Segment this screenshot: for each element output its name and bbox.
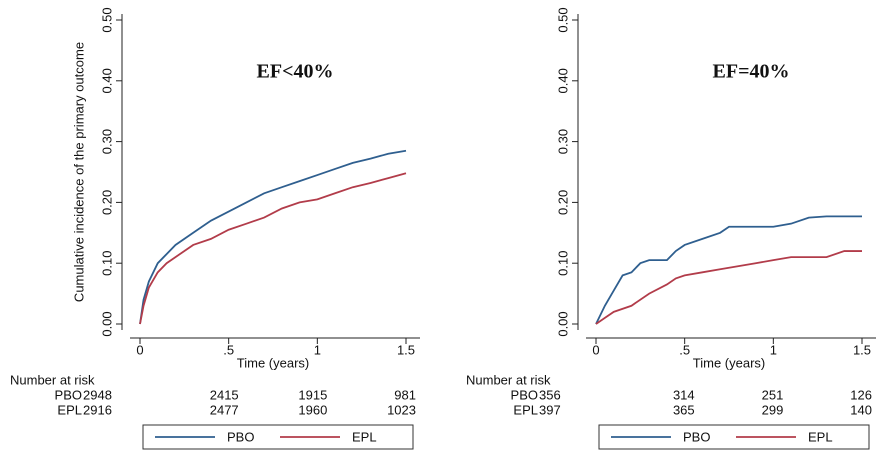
y-tick-label: 0.00 xyxy=(555,311,570,336)
x-tick-label: 1 xyxy=(314,342,321,357)
legend-box xyxy=(598,424,870,450)
legend-label: PBO xyxy=(683,429,710,444)
x-tick-label: 0 xyxy=(136,342,143,357)
x-tick-label: 1 xyxy=(770,342,777,357)
legend-label: PBO xyxy=(227,429,254,444)
y-tick-label: 0.40 xyxy=(555,68,570,93)
at-risk-value: 2916 xyxy=(83,402,112,417)
y-tick-label: 0.50 xyxy=(555,7,570,32)
at-risk-value: 356 xyxy=(539,387,561,402)
at-risk-value: 126 xyxy=(850,387,872,402)
chart-title: EF<40% xyxy=(257,61,334,83)
at-risk-value: 314 xyxy=(673,387,695,402)
x-tick-label: 1.5 xyxy=(397,342,415,357)
x-tick-label: 0 xyxy=(592,342,599,357)
line xyxy=(139,149,407,325)
y-axis-label: Cumulative incidence of the primary outc… xyxy=(71,42,86,302)
at-risk-label: PBO xyxy=(55,387,82,402)
legend-label: EPL xyxy=(808,429,833,444)
at-risk-value: 251 xyxy=(762,387,784,402)
at-risk-value: 2415 xyxy=(210,387,239,402)
at-risk-value: 1960 xyxy=(298,402,327,417)
x-tick-label: 1.5 xyxy=(853,342,871,357)
x-axis-label: Time (years) xyxy=(237,355,309,370)
at-risk-value: 1915 xyxy=(298,387,327,402)
x-axis-label: Time (years) xyxy=(693,355,765,370)
at-risk-value: 365 xyxy=(673,402,695,417)
y-tick-label: 0.50 xyxy=(99,7,114,32)
at-risk-value: 2477 xyxy=(210,402,239,417)
legend-box xyxy=(142,424,414,450)
chart-title: EF=40% xyxy=(713,61,790,83)
y-tick-label: 0.10 xyxy=(555,251,570,276)
at-risk-value: 981 xyxy=(394,387,416,402)
at-risk-title: Number at risk xyxy=(10,372,95,387)
line xyxy=(595,250,862,325)
at-risk-label: EPL xyxy=(513,402,538,417)
x-tick-label: .5 xyxy=(679,342,690,357)
at-risk-value: 397 xyxy=(539,402,561,417)
y-tick-label: 0.20 xyxy=(99,190,114,215)
x-tick-label: .5 xyxy=(223,342,234,357)
y-tick-label: 0.00 xyxy=(99,311,114,336)
line xyxy=(139,172,407,325)
y-tick-label: 0.40 xyxy=(99,68,114,93)
at-risk-value: 2948 xyxy=(83,387,112,402)
y-tick-label: 0.30 xyxy=(555,129,570,154)
line xyxy=(595,215,862,325)
at-risk-label: PBO xyxy=(511,387,538,402)
y-tick-label: 0.20 xyxy=(555,190,570,215)
at-risk-value: 1023 xyxy=(387,402,416,417)
at-risk-label: EPL xyxy=(57,402,82,417)
legend-label: EPL xyxy=(352,429,377,444)
y-tick-label: 0.10 xyxy=(99,251,114,276)
at-risk-title: Number at risk xyxy=(466,372,551,387)
at-risk-value: 140 xyxy=(850,402,872,417)
at-risk-value: 299 xyxy=(762,402,784,417)
y-tick-label: 0.30 xyxy=(99,129,114,154)
